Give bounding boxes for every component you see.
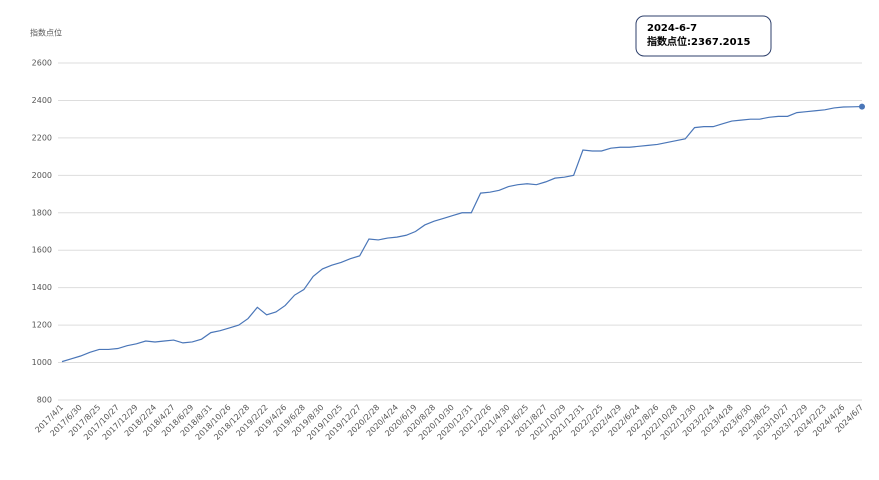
point-marker	[859, 103, 865, 110]
y-tick-label: 2600	[32, 59, 52, 68]
series-line	[61, 105, 863, 363]
y-tick-label: 1200	[32, 321, 52, 330]
y-tick-label: 1800	[32, 208, 52, 217]
y-tick-label: 800	[37, 396, 52, 405]
tooltip-title: 2024-6-7	[647, 23, 697, 34]
y-tick-label: 2400	[32, 96, 52, 105]
y-axis-label: 指数点位	[30, 28, 62, 38]
tooltip	[635, 15, 772, 57]
y-tick-label: 2200	[32, 133, 52, 142]
tooltip-text: 指数点位:2367.2015	[647, 35, 751, 48]
y-tick-label: 1400	[32, 283, 52, 292]
y-tick-label: 1600	[32, 246, 52, 255]
y-tick-label: 1000	[32, 358, 52, 367]
y-tick-label: 2000	[32, 171, 52, 180]
